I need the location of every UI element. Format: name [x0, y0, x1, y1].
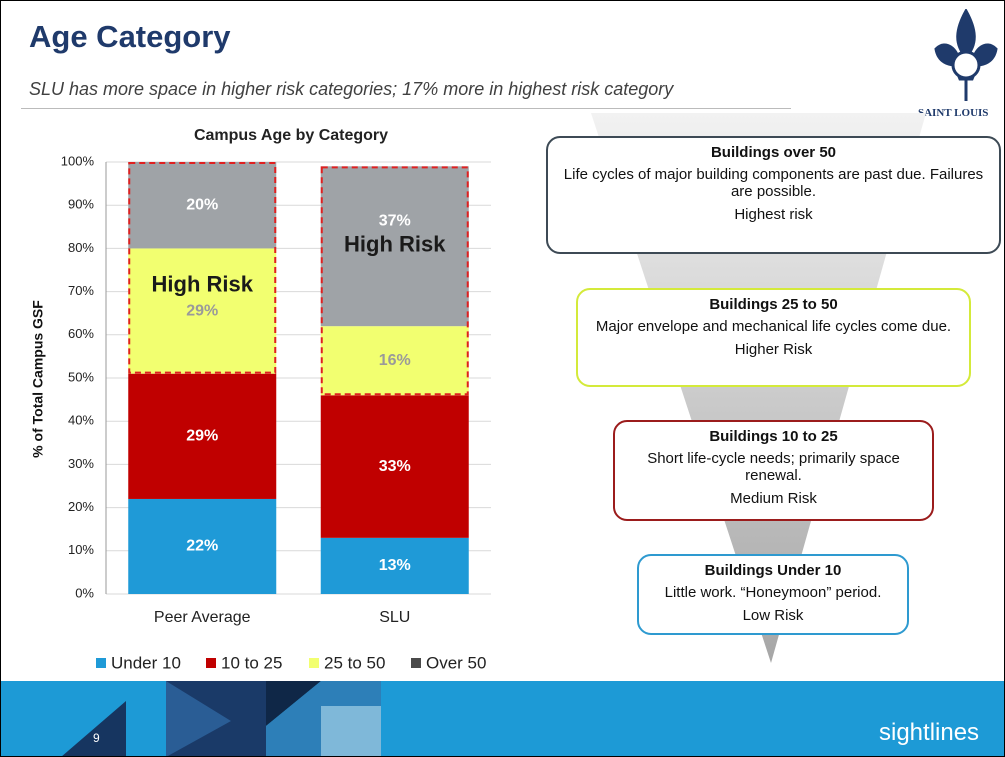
legend-marker [96, 658, 106, 668]
data-label: 29% [186, 302, 218, 319]
y-tick-label: 70% [68, 283, 94, 298]
data-label: 29% [186, 428, 218, 445]
y-tick-label: 0% [75, 585, 94, 600]
y-tick-label: 40% [68, 413, 94, 428]
bar-segment [128, 162, 277, 249]
legend-label: Under 10 [111, 653, 181, 672]
data-label: 16% [379, 352, 411, 369]
box-description: Short life-cycle needs; primarily space … [647, 450, 900, 484]
legend-marker [309, 658, 319, 668]
x-tick-label: Peer Average [154, 609, 251, 626]
risk-box: Buildings over 50 Life cycles of major bu… [546, 136, 1001, 254]
box-risk: Medium Risk [730, 490, 817, 507]
divider [21, 108, 791, 109]
annotation: High Risk [152, 272, 254, 297]
chart-title: Campus Age by Category [194, 127, 388, 144]
bar-segment [320, 166, 469, 327]
logo-text: SAINT LOUIS [918, 107, 989, 119]
x-tick-label: SLU [379, 609, 410, 626]
box-risk: Highest risk [734, 206, 813, 223]
high-risk-outline [128, 162, 277, 374]
bar-segment [128, 498, 277, 594]
y-tick-label: 80% [68, 240, 94, 255]
y-axis-title: % of Total Campus GSF [30, 300, 46, 458]
legend-marker [411, 658, 421, 668]
high-risk-outline [320, 166, 469, 396]
box-description: Life cycles of major building components… [563, 166, 984, 200]
y-tick-label: 90% [68, 197, 94, 212]
data-label: 37% [379, 212, 411, 229]
bar-segment [320, 395, 469, 538]
logo [934, 9, 998, 101]
data-label: 20% [186, 196, 218, 213]
slide-subtitle: SLU has more space in higher risk catego… [29, 79, 674, 99]
y-tick-label: 100% [61, 153, 95, 168]
brand: sightlines [879, 719, 980, 746]
bar-segment [128, 373, 277, 499]
box-title: Buildings 25 to 50 [709, 296, 838, 313]
legend-marker [206, 658, 216, 668]
data-label: 33% [379, 458, 411, 475]
box-description: Major envelope and mechanical life cycle… [595, 318, 952, 335]
bar-segment [320, 326, 469, 396]
footer [1, 681, 1004, 756]
y-tick-label: 30% [68, 456, 94, 471]
box-description: Little work. “Honeymoon” period. [664, 584, 882, 601]
annotation: High Risk [344, 232, 446, 257]
y-tick-label: 10% [68, 542, 94, 557]
y-tick-label: 50% [68, 369, 94, 384]
box-risk: Low Risk [742, 607, 804, 624]
legend-label: 25 to 50 [324, 653, 385, 672]
box-title: Buildings over 50 [710, 144, 837, 161]
y-tick-label: 20% [68, 499, 94, 514]
slide-title: Age Category [29, 19, 231, 54]
box-title: Buildings 10 to 25 [709, 428, 838, 445]
page-number: 9 [93, 731, 100, 745]
legend-label: Over 50 [426, 653, 486, 672]
risk-box: Buildings 10 to 25 Short life-cycle needs… [613, 420, 934, 521]
bar-segment [128, 248, 277, 374]
legend-label: 10 to 25 [221, 653, 282, 672]
box-title: Buildings Under 10 [704, 562, 842, 579]
bar-segment [320, 537, 469, 594]
chart: Campus Age by Category % of Total Campus… [30, 127, 491, 672]
data-label: 22% [186, 538, 218, 555]
risk-box: Buildings Under 10 Little work. “Honeymoo… [637, 554, 909, 635]
box-risk: Higher Risk [734, 341, 813, 358]
data-label: 13% [379, 557, 411, 574]
risk-box: Buildings 25 to 50 Major envelope and mec… [576, 288, 971, 387]
y-tick-label: 60% [68, 326, 94, 341]
